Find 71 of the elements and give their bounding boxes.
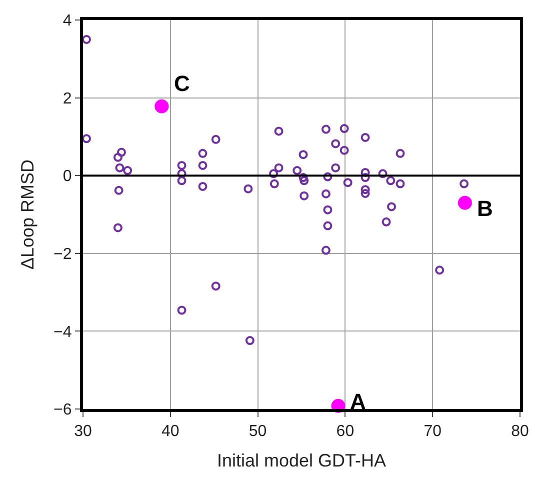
point: [460, 179, 469, 188]
point: [321, 246, 330, 255]
point: [274, 163, 284, 172]
point: [435, 266, 444, 275]
point: [177, 176, 186, 186]
point: [323, 172, 332, 182]
point: [396, 179, 405, 188]
point: [340, 124, 349, 134]
point: [113, 223, 122, 232]
point: [115, 163, 124, 172]
x-tick-label: 80: [511, 423, 529, 440]
point: [331, 163, 340, 172]
point: [211, 282, 220, 291]
point: [269, 169, 278, 178]
point: [386, 176, 396, 186]
point: [323, 205, 332, 214]
annotation: C: [174, 71, 190, 96]
point: [343, 178, 352, 188]
x-tick-label: 50: [248, 423, 267, 440]
point: [331, 139, 340, 148]
point: [360, 168, 370, 177]
annotation: B: [477, 196, 493, 221]
point: [321, 189, 330, 198]
point: [198, 182, 208, 191]
point: [458, 196, 472, 210]
x-tick-label: 40: [162, 423, 180, 440]
y-tick-label: −4: [54, 324, 72, 341]
point: [123, 166, 132, 176]
point: [298, 150, 308, 160]
point: [113, 152, 122, 162]
point: [114, 186, 124, 195]
point: [244, 184, 253, 194]
x-tick-label: 60: [336, 423, 354, 440]
point: [396, 148, 405, 158]
point: [382, 217, 391, 226]
point: [360, 185, 370, 194]
point: [378, 169, 388, 178]
y-tick-label: −6: [54, 402, 72, 419]
point: [360, 173, 370, 182]
point: [274, 126, 284, 136]
y-tick-label: 2: [62, 90, 72, 108]
point: [321, 124, 330, 134]
point: [116, 148, 126, 157]
x-tick-label: 70: [424, 423, 442, 440]
point: [298, 173, 308, 182]
y-tick-label: −2: [54, 246, 72, 263]
y-tick-label: 4: [62, 12, 72, 30]
point: [177, 169, 186, 178]
point: [360, 132, 370, 142]
point: [340, 146, 349, 155]
point: [387, 202, 396, 212]
point: [154, 99, 169, 114]
point: [270, 179, 279, 188]
point: [82, 134, 91, 144]
point: [177, 306, 186, 315]
point: [211, 134, 220, 144]
point: [177, 160, 186, 170]
point: [198, 160, 208, 170]
point: [292, 166, 302, 176]
point: [198, 148, 208, 158]
y-axis-title: ΔLoop RMSD: [18, 159, 38, 270]
point: [300, 176, 309, 186]
point: [245, 336, 254, 346]
annotation: A: [350, 389, 366, 414]
point: [323, 221, 332, 230]
point: [300, 191, 309, 200]
y-tick-label: 0: [62, 168, 72, 186]
x-axis-title: Initial model GDT-HA: [216, 450, 386, 470]
point: [360, 188, 370, 198]
point: [82, 34, 91, 44]
x-tick-label: 30: [74, 423, 92, 440]
